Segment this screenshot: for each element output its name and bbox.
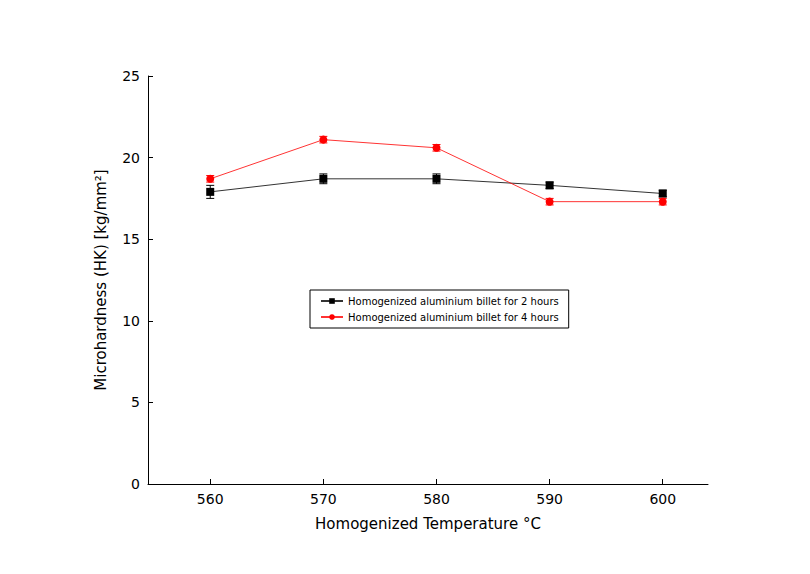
svg-text:10: 10: [122, 313, 140, 329]
svg-text:580: 580: [423, 491, 450, 507]
svg-text:0: 0: [131, 476, 140, 492]
svg-text:Microhardness (HK) [kg/mm²]: Microhardness (HK) [kg/mm²]: [92, 169, 110, 390]
svg-text:590: 590: [536, 491, 563, 507]
svg-text:Homogenized aluminium billet f: Homogenized aluminium billet for 4 hours: [348, 312, 559, 323]
svg-text:Homogenized aluminium billet f: Homogenized aluminium billet for 2 hours: [348, 296, 559, 307]
svg-text:Homogenized Temperature °C: Homogenized Temperature °C: [315, 515, 541, 533]
svg-text:5: 5: [131, 394, 140, 410]
svg-text:600: 600: [649, 491, 676, 507]
svg-text:570: 570: [310, 491, 337, 507]
svg-text:25: 25: [122, 68, 140, 84]
svg-text:15: 15: [122, 231, 140, 247]
svg-text:20: 20: [122, 150, 140, 166]
svg-text:560: 560: [197, 491, 224, 507]
